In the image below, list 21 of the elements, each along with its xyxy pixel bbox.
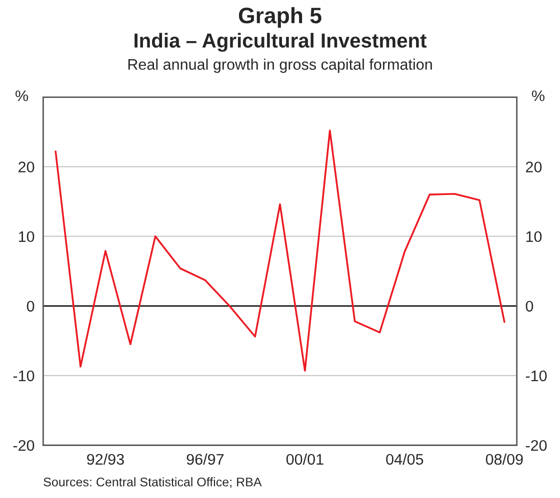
y2-tick-label: 10 [526, 231, 542, 242]
chart-title: Graph 5 India – Agricultural Investment [134, 7, 427, 52]
y2-axis-title: % [532, 90, 544, 102]
y-tick-label: 10 [18, 231, 34, 242]
y2-tick-label: -10 [526, 370, 547, 382]
y2-tick-label: 20 [526, 162, 542, 172]
chart-subtitle: Real annual growth in gross capital formation [128, 58, 432, 73]
x-tick-label: 96/97 [186, 454, 224, 465]
y-tick-label: 20 [18, 162, 34, 172]
y-tick-label: -10 [13, 370, 34, 382]
y-tick-label: -20 [13, 440, 34, 451]
x-tick-label: 08/09 [486, 454, 523, 465]
y2-tick-label: 0 [526, 300, 534, 312]
x-tick-label: 04/05 [386, 454, 424, 465]
y-tick-label: 0 [26, 300, 34, 312]
y-axis-title: % [16, 90, 28, 102]
x-tick-label: 92/93 [87, 454, 124, 465]
x-tick-label: 00/01 [286, 454, 324, 465]
y2-tick-label: -20 [526, 440, 547, 451]
line-series [54, 130, 506, 372]
source-note: Sources: Central Statistical Office; RBA [44, 477, 262, 488]
